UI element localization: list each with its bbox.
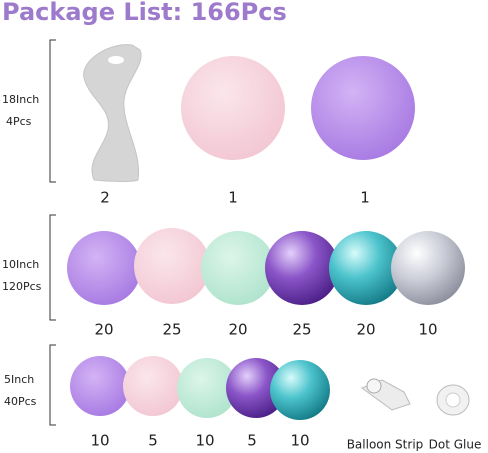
balloon [391, 231, 465, 305]
balloon [201, 231, 275, 305]
garland-strip [83, 44, 142, 182]
size-label: 18Inch [2, 93, 39, 106]
item-count: 25 [162, 321, 181, 339]
balloon [70, 356, 130, 416]
accessories: Balloon Strip Dot Glue [347, 378, 482, 452]
strip-hole [108, 56, 124, 64]
item-count: 20 [94, 321, 113, 339]
size-label: 10Inch [2, 258, 39, 271]
item-count: 10 [290, 432, 309, 450]
item-count: 1 [360, 189, 370, 207]
balloon [177, 358, 237, 418]
item-count: 5 [247, 432, 257, 450]
row-5inch: 5Inch 40Pcs 10 5 10 5 10 [4, 344, 330, 450]
item-count: 1 [228, 189, 238, 207]
count-label: 120Pcs [2, 280, 42, 293]
balloon [123, 356, 183, 416]
item-count: 20 [356, 321, 375, 339]
balloon [265, 231, 339, 305]
glue-core [445, 392, 461, 408]
bracket [49, 214, 56, 321]
balloon [181, 56, 285, 160]
count-label: 4Pcs [6, 115, 32, 128]
accessory-label: Balloon Strip [347, 438, 424, 452]
item-count: 5 [148, 432, 158, 450]
accessory-label: Dot Glue [429, 438, 482, 452]
balloon [134, 228, 210, 304]
row-18inch: 18Inch 4Pcs 2 1 1 [2, 39, 415, 207]
balloon [67, 231, 141, 305]
balloon [226, 358, 286, 418]
bracket [49, 344, 56, 426]
balloon [270, 360, 330, 420]
balloon [311, 56, 415, 160]
title: Package List: 166Pcs [2, 0, 287, 26]
bracket [49, 39, 56, 183]
count-label: 40Pcs [4, 395, 37, 408]
row-10inch: 10Inch 120Pcs 20 25 20 25 20 10 [2, 214, 465, 339]
strip-roll [366, 378, 382, 394]
item-count: 10 [90, 432, 109, 450]
item-count: 2 [100, 189, 110, 207]
balloon [329, 231, 403, 305]
item-count: 10 [195, 432, 214, 450]
item-count: 10 [418, 321, 437, 339]
size-label: 5Inch [4, 373, 34, 386]
item-count: 25 [292, 321, 311, 339]
item-count: 20 [228, 321, 247, 339]
